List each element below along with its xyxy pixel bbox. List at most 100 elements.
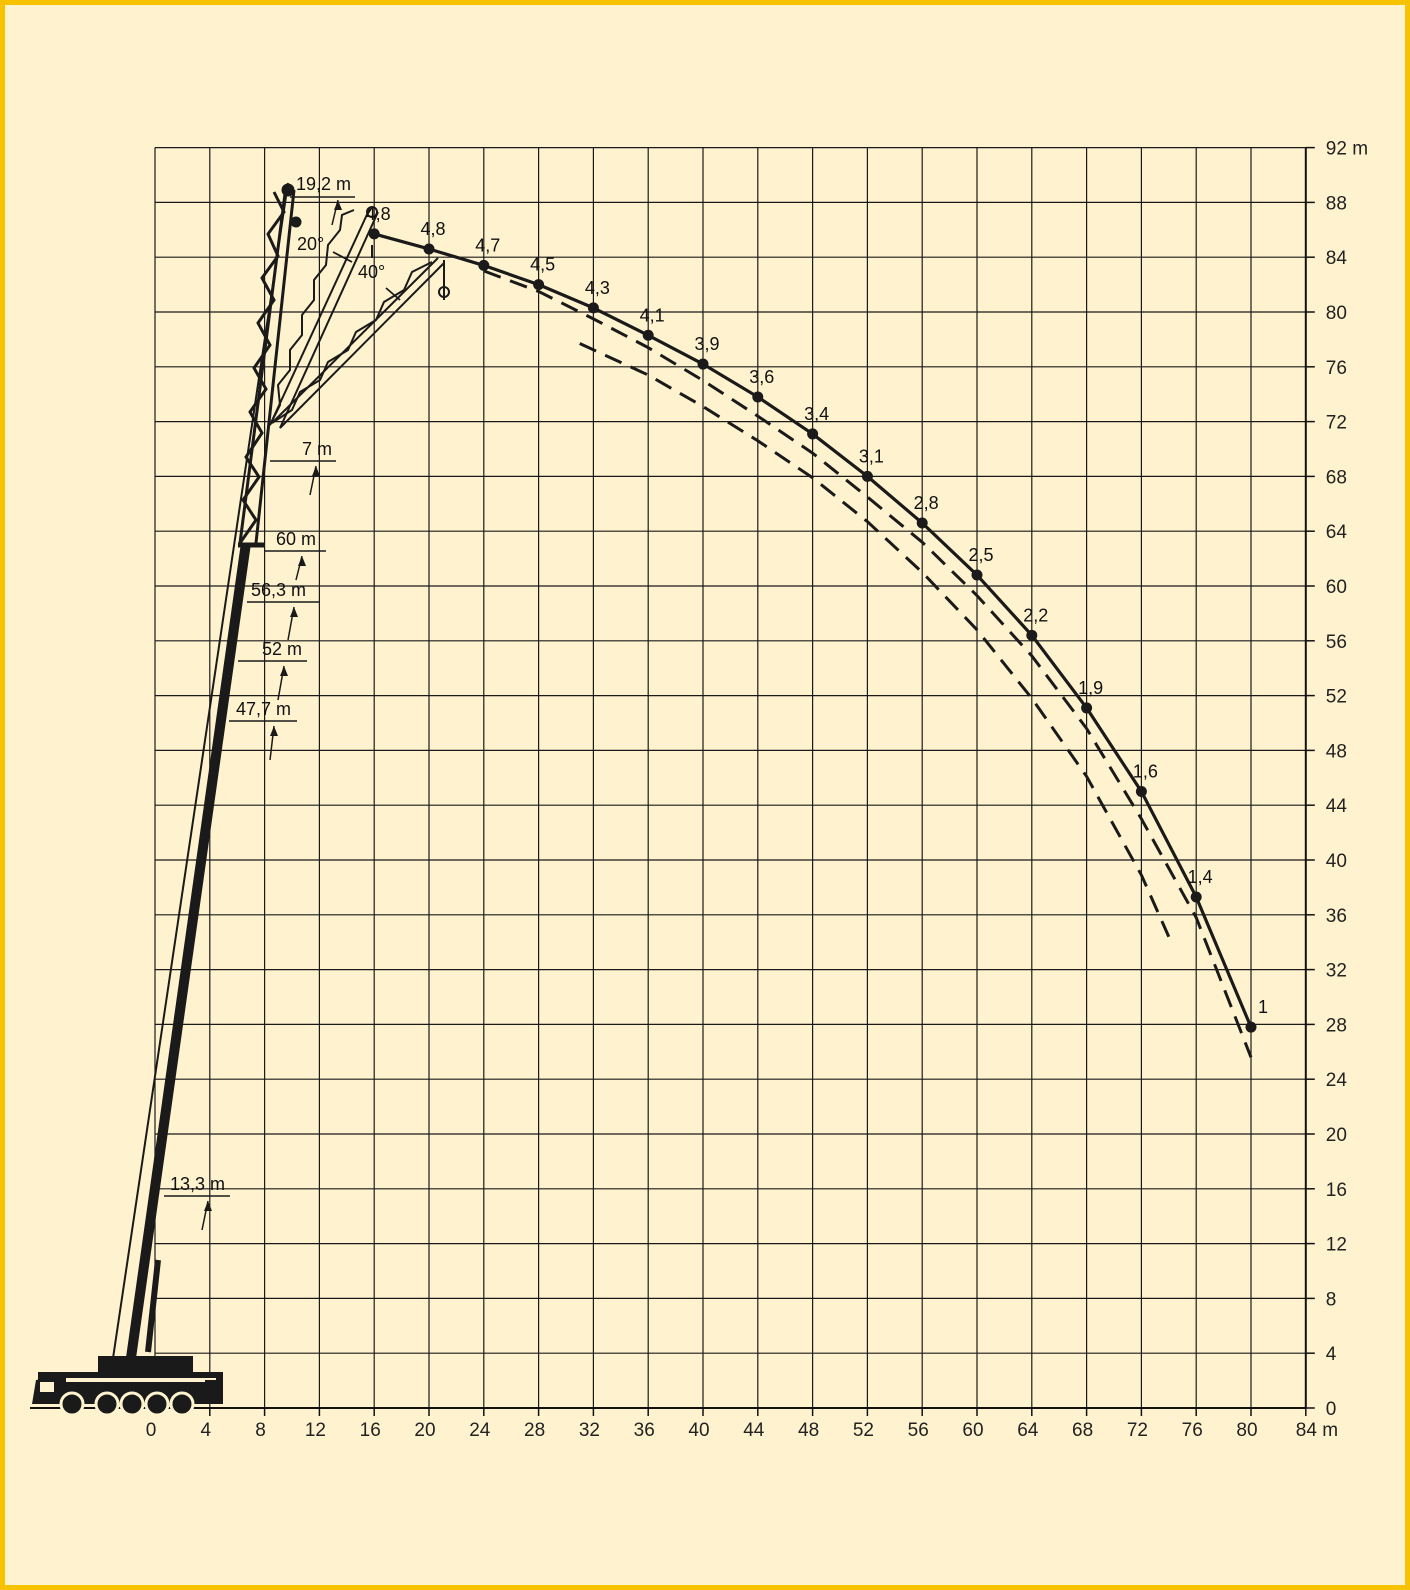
x-tick-label: 64 [1017, 1420, 1039, 1441]
boom-label: 7 m [302, 439, 332, 459]
y-tick-label: 92 m [1326, 139, 1368, 160]
y-tick-label: 20 [1326, 1125, 1347, 1146]
point-label: 1 [1258, 997, 1268, 1017]
axes [30, 147, 1307, 1409]
y-tick-label: 76 [1326, 358, 1347, 379]
data-point [587, 302, 599, 314]
crane-carrier [32, 1356, 223, 1417]
data-point [642, 329, 654, 341]
boom-label: 47,7 m [236, 699, 291, 719]
y-tick-label: 44 [1326, 796, 1348, 817]
point-label: 3,4 [804, 404, 829, 424]
data-point [533, 279, 545, 291]
x-tick-label: 80 [1236, 1420, 1257, 1441]
y-tick-label: 84 [1326, 248, 1348, 269]
series-line-3 [579, 342, 1171, 938]
point-label: 4,7 [475, 235, 500, 255]
point-label: 4,8 [366, 204, 391, 224]
y-tick-label: 48 [1326, 741, 1347, 762]
luffing-jib-20deg [269, 206, 379, 429]
x-tick-label: 36 [634, 1420, 655, 1441]
y-tick-label: 36 [1326, 906, 1347, 927]
arrow-head [270, 726, 278, 736]
data-point [807, 428, 819, 440]
point-label: 4,1 [640, 305, 665, 325]
arrow-head [298, 556, 306, 566]
arrow-head [334, 200, 342, 210]
y-tick-label: 52 [1326, 687, 1347, 708]
point-label: 1,4 [1188, 867, 1213, 887]
x-tick-label: 16 [360, 1420, 381, 1441]
data-point [1245, 1021, 1257, 1033]
y-tick-label: 80 [1326, 303, 1347, 324]
y-tick-label: 12 [1326, 1235, 1347, 1256]
y-tick-label: 72 [1326, 413, 1347, 434]
x-tick-label: 0 [146, 1420, 157, 1441]
point-label: 4,5 [530, 255, 555, 275]
y-tick-label: 68 [1326, 467, 1347, 488]
x-tick-label: 52 [853, 1420, 874, 1441]
y-tick-label: 40 [1326, 851, 1347, 872]
x-tick-label: 12 [305, 1420, 326, 1441]
luffing-jib-40deg [271, 245, 450, 429]
x-tick-label: 32 [579, 1420, 600, 1441]
point-label: 3,9 [694, 334, 719, 354]
data-point [1190, 891, 1202, 903]
data-point [423, 243, 435, 255]
x-tick-label: 20 [414, 1420, 435, 1441]
y-tick-label: 0 [1326, 1399, 1337, 1420]
y-tick-label: 24 [1326, 1070, 1348, 1091]
data-point [971, 569, 983, 581]
arrow-head [280, 666, 288, 676]
point-label: 1,9 [1078, 678, 1103, 698]
arrow-head [290, 607, 298, 617]
data-point [368, 228, 380, 240]
x-tick-label: 28 [524, 1420, 545, 1441]
y-tick-label: 4 [1326, 1344, 1337, 1365]
data-point [861, 470, 873, 482]
boom-label: 20° [297, 234, 324, 254]
lattice-jib [238, 185, 296, 548]
point-label: 2,5 [968, 545, 993, 565]
data-point [1026, 629, 1038, 641]
data-point [916, 517, 928, 529]
boom-label: 40° [358, 262, 385, 282]
y-tick-label: 16 [1326, 1180, 1347, 1201]
data-point [478, 259, 490, 271]
point-label: 4,3 [585, 278, 610, 298]
x-tick-label: 8 [255, 1420, 266, 1441]
crane-illustration [32, 182, 450, 1417]
arrow-head [312, 466, 320, 476]
x-tick-label: 48 [798, 1420, 819, 1441]
data-points [368, 228, 1257, 1033]
boom-label: 13,3 m [170, 1174, 225, 1194]
point-label: 3,1 [859, 446, 884, 466]
point-label: 1,6 [1133, 762, 1158, 782]
x-tick-label: 4 [201, 1420, 212, 1441]
x-tick-label: 56 [908, 1420, 929, 1441]
boom-label: 56,3 m [251, 580, 306, 600]
boom-length-labels: 19,2 m 20° 40° 7 m 60 m 56,3 m 52 m 47,7 m 13,3 … [164, 174, 401, 1231]
x-tick-label: 76 [1182, 1420, 1203, 1441]
x-tick-label: 72 [1127, 1420, 1148, 1441]
x-tick-label: 84 m [1296, 1420, 1338, 1441]
angle-arrow-40 [385, 287, 401, 301]
arrow-head [204, 1201, 212, 1211]
y-tick-label: 60 [1326, 577, 1347, 598]
x-axis-ticks: 0 4 8 12 16 20 24 28 32 36 40 44 48 52 56 60 64 68 72 76 80 8… [146, 1408, 1338, 1441]
data-point [697, 358, 709, 370]
series-line-2 [483, 269, 1253, 1058]
point-label: 3,6 [749, 367, 774, 387]
y-tick-label: 56 [1326, 632, 1347, 653]
angle-arrow-20 [332, 251, 353, 263]
boom-label: 19,2 m [296, 174, 351, 194]
boom-label: 60 m [276, 529, 316, 549]
boom-label: 52 m [262, 639, 302, 659]
x-tick-label: 44 [743, 1420, 765, 1441]
data-point [1135, 786, 1147, 797]
point-label: 4,8 [420, 219, 445, 239]
y-axis-ticks: 0481216202428323640444852566064687276808… [1305, 139, 1368, 1420]
x-tick-label: 24 [469, 1420, 491, 1441]
